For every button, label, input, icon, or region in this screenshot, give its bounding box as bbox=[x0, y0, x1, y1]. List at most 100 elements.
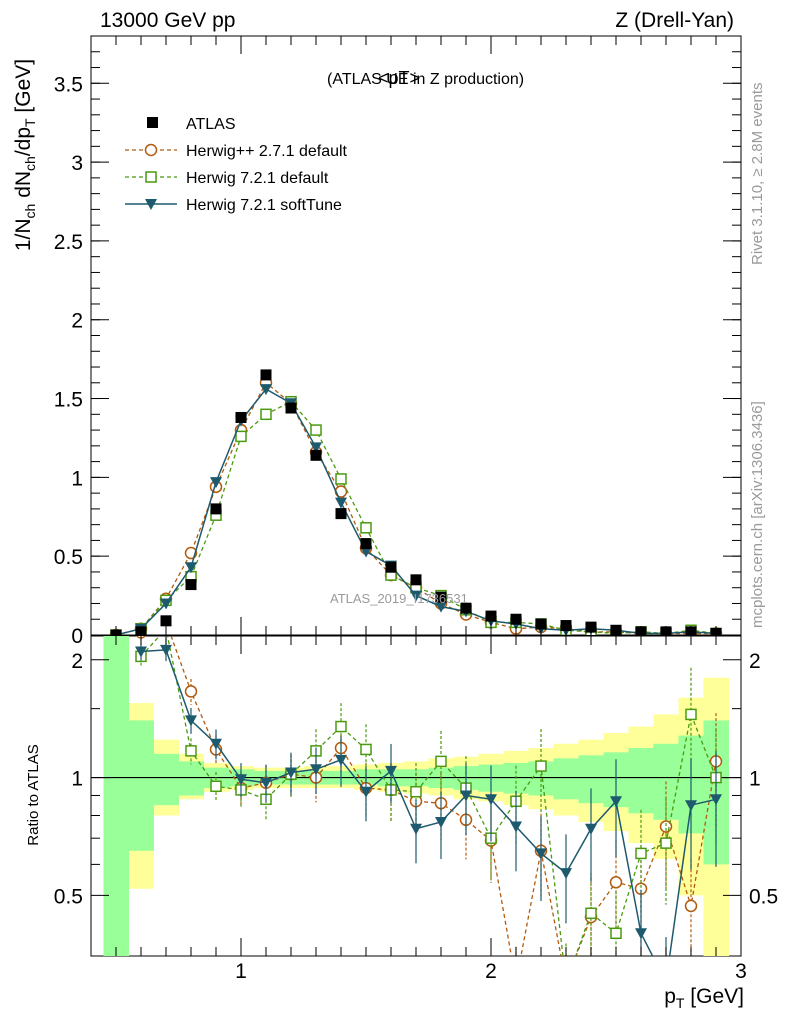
ratio-point-herwig-7-2-1-softtune bbox=[510, 821, 522, 833]
ratio-panel-data bbox=[91, 636, 741, 988]
data-point-atlas bbox=[160, 615, 172, 627]
data-point-atlas bbox=[535, 618, 547, 630]
data-point-herwig-7-2-1-default bbox=[310, 424, 322, 436]
ratio-point-herwig-7-2-1-softtune bbox=[610, 796, 622, 808]
ratio-point-herwig-7-2-1-softtune bbox=[685, 800, 697, 812]
ratio-point-herwig-7-2-1-softtune bbox=[210, 738, 222, 750]
data-point-atlas bbox=[210, 503, 222, 515]
ratio-y-axis-label: Ratio to ATLAS bbox=[25, 744, 42, 845]
y-tick-label: 2 bbox=[71, 310, 83, 333]
data-point-herwig-7-2-1-softtune bbox=[360, 546, 372, 558]
data-point-herwig-7-2-1-softtune bbox=[185, 562, 197, 574]
plot-subtitle: (ATLAS UE in Z production) bbox=[327, 71, 524, 88]
ratio-y-tick-label-right: 2 bbox=[749, 650, 761, 673]
legend-herwig7-softtune-label: Herwig 7.2.1 softTune bbox=[186, 197, 342, 214]
ratio-point-herwig-7-2-1-softtune bbox=[185, 715, 197, 727]
rivet-version-label: Rivet 3.1.10, ≥ 2.8M events bbox=[749, 83, 766, 266]
legend-herwig7-default-label: Herwig 7.2.1 default bbox=[186, 170, 329, 187]
stat-uncertainty-band bbox=[553, 758, 579, 800]
ratio-point-herwig-7-2-1-default bbox=[410, 785, 422, 798]
y-tick-label: 0 bbox=[71, 625, 83, 648]
data-point-herwig-7-2-1-softtune bbox=[260, 384, 272, 396]
header-energy-label: 13000 GeV pp bbox=[100, 9, 235, 32]
ratio-y-tick-label: 0.5 bbox=[54, 885, 83, 908]
ratio-point-herwig-2-7-1-default bbox=[561, 977, 572, 988]
data-point-atlas bbox=[285, 402, 297, 414]
ratio-point-herwig-7-2-1-softtune bbox=[710, 794, 722, 806]
analysis-watermark: ATLAS_2019_I1736531 bbox=[330, 591, 468, 606]
ratio-point-herwig-7-2-1-softtune bbox=[585, 823, 597, 835]
legend-herwig7-default-marker bbox=[145, 171, 157, 183]
ratio-point-herwig-7-2-1-softtune bbox=[135, 646, 147, 658]
data-point-herwig-7-2-1-softtune bbox=[335, 497, 347, 509]
data-point-herwig-7-2-1-default bbox=[360, 522, 372, 534]
ratio-point-herwig-7-2-1-softtune bbox=[560, 868, 572, 880]
data-point-atlas bbox=[560, 620, 572, 632]
data-point-atlas bbox=[435, 591, 447, 603]
legend-herwigpp-marker bbox=[144, 143, 158, 157]
data-point-atlas bbox=[485, 610, 497, 622]
ratio-y-tick-label: 1 bbox=[71, 768, 83, 791]
ratio-line-herwig-7-2-1-softtune bbox=[140, 649, 717, 956]
stat-uncertainty-band bbox=[128, 720, 154, 851]
data-point-herwig-7-2-1-softtune bbox=[435, 601, 447, 613]
legend-atlas-marker bbox=[147, 117, 158, 128]
ratio-point-herwig-2-7-1-default bbox=[609, 876, 623, 889]
plot-title: <pT> bbox=[378, 68, 420, 88]
stat-uncertainty-band bbox=[178, 761, 204, 796]
data-point-atlas bbox=[260, 369, 272, 381]
ratio-point-herwig-7-2-1-softtune bbox=[535, 848, 547, 860]
y-tick-label: 2.5 bbox=[54, 231, 83, 254]
ratio-point-herwig-2-7-1-default bbox=[511, 977, 522, 988]
ratio-point-herwig-7-2-1-default bbox=[435, 755, 447, 768]
legend-herwigpp-label: Herwig++ 2.7.1 default bbox=[186, 143, 348, 160]
ratio-point-herwig-7-2-1-default bbox=[185, 745, 197, 757]
ratio-point-herwig-7-2-1-default bbox=[335, 720, 347, 733]
mcplots-reference-label: mcplots.cern.ch [arXiv:1306.3436] bbox=[749, 401, 766, 628]
data-point-herwig-7-2-1-softtune bbox=[210, 477, 222, 489]
ratio-y-tick-label-right: 1 bbox=[749, 768, 761, 791]
ratio-point-herwig-7-2-1-softtune bbox=[410, 823, 422, 835]
x-axis-label: pT [GeV] bbox=[664, 985, 744, 1011]
data-point-atlas bbox=[235, 411, 247, 423]
ratio-point-herwig-2-7-1-default bbox=[184, 685, 198, 698]
data-point-atlas bbox=[510, 613, 522, 625]
data-point-atlas bbox=[385, 561, 397, 573]
ratio-point-herwig-7-2-1-default bbox=[610, 927, 622, 940]
ratio-point-herwig-7-2-1-default bbox=[535, 760, 547, 772]
data-point-atlas bbox=[335, 508, 347, 520]
header-process-label: Z (Drell-Yan) bbox=[615, 9, 734, 32]
main-panel-axes: 0 0.5 1 1.5 2 2.5 3 3.5 bbox=[54, 36, 741, 648]
svg-text:1/Nch dNch/dpT [GeV]: 1/Nch dNch/dpT [GeV] bbox=[12, 59, 38, 251]
ratio-point-herwig-7-2-1-default bbox=[360, 743, 372, 756]
data-point-atlas bbox=[460, 602, 472, 614]
data-point-atlas bbox=[410, 574, 422, 586]
x-tick-label: 2 bbox=[485, 960, 497, 983]
y-tick-label: 0.5 bbox=[54, 546, 83, 569]
ratio-point-herwig-7-2-1-softtune bbox=[635, 928, 647, 940]
ratio-point-herwig-7-2-1-softtune bbox=[285, 767, 297, 779]
y-tick-label: 3.5 bbox=[54, 73, 83, 96]
ratio-point-herwig-7-2-1-softtune bbox=[235, 774, 247, 786]
ratio-point-herwig-7-2-1-default bbox=[685, 708, 697, 721]
y-tick-label: 3 bbox=[71, 152, 83, 175]
ratio-panel-axes: 1 2 3 0.5 0.5 1 1 2 2 bbox=[54, 636, 778, 983]
stat-uncertainty-band bbox=[153, 753, 179, 806]
stat-uncertainty-band bbox=[103, 636, 129, 956]
x-tick-label: 1 bbox=[235, 960, 247, 983]
legend-herwig7-softtune-marker bbox=[145, 199, 157, 210]
x-tick-label: 3 bbox=[735, 960, 747, 983]
ratio-point-herwig-7-2-1-softtune bbox=[360, 786, 372, 798]
ratio-point-herwig-7-2-1-softtune bbox=[260, 777, 272, 789]
legend-atlas-label: ATLAS bbox=[186, 116, 236, 133]
ratio-point-herwig-7-2-1-default bbox=[585, 907, 597, 920]
ratio-point-herwig-7-2-1-softtune bbox=[485, 794, 497, 806]
svg-text:pT [GeV]: pT [GeV] bbox=[664, 985, 744, 1011]
main-y-axis-label: 1/Nch dNch/dpT [GeV] bbox=[12, 59, 38, 251]
y-tick-label: 1.5 bbox=[54, 389, 83, 412]
data-point-herwig-7-2-1-default bbox=[260, 408, 272, 421]
legend: ATLAS Herwig++ 2.7.1 default Herwig 7.2.… bbox=[125, 116, 348, 214]
ratio-point-herwig-7-2-1-softtune bbox=[160, 644, 172, 656]
ratio-point-herwig-7-2-1-default bbox=[660, 837, 672, 849]
